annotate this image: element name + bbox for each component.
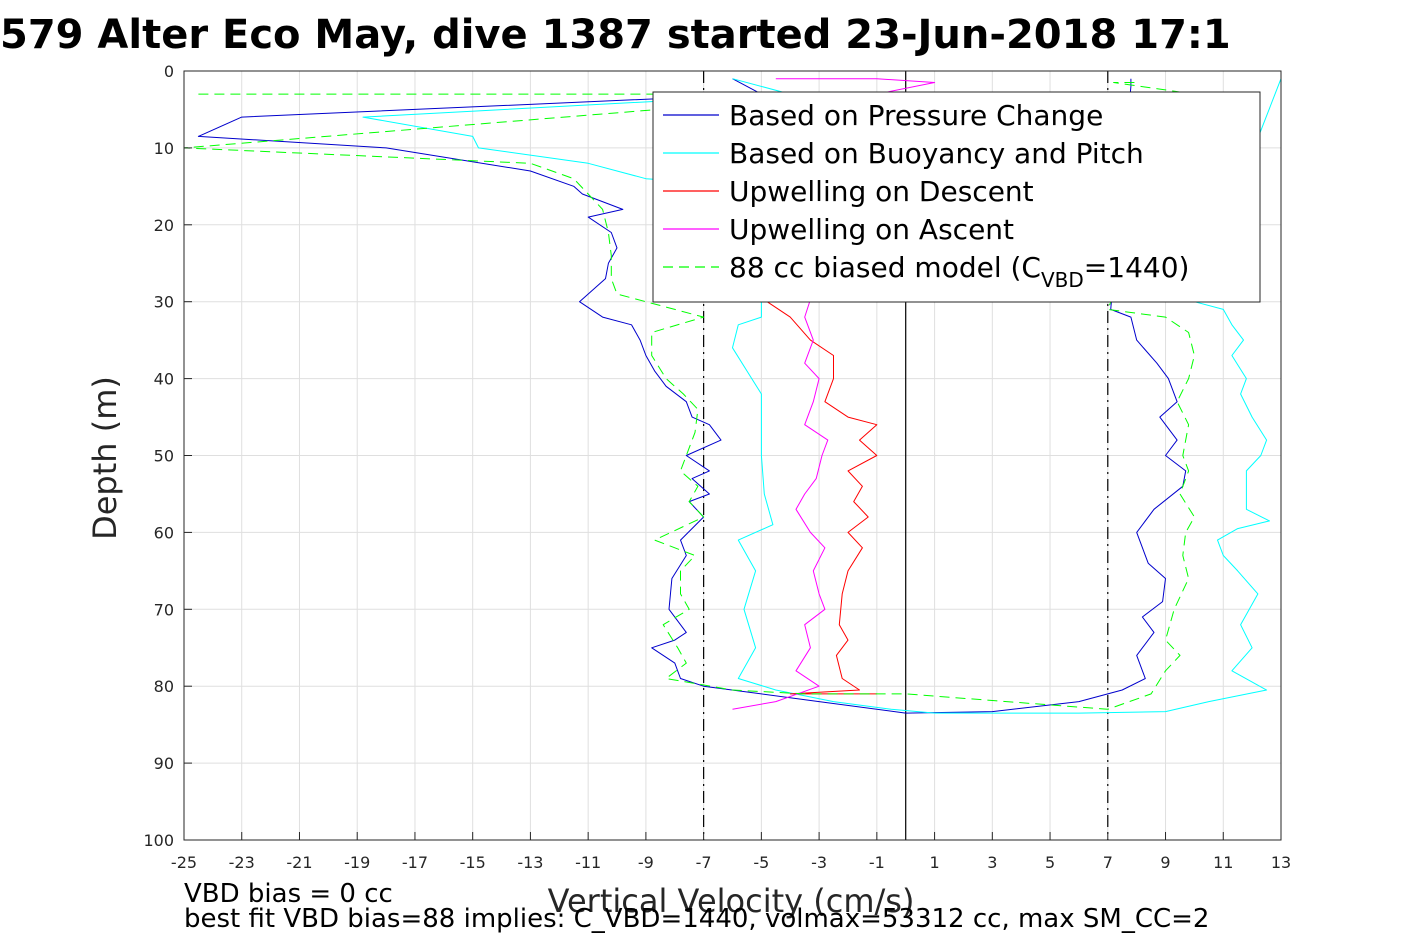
y-tick-label-10: 100 [143,831,174,850]
series-line-2 [732,135,878,695]
x-tick-label-2: -21 [286,853,312,872]
vbd-bias-note: VBD bias = 0 cc [184,879,393,909]
legend-entry-1: Based on Buoyancy and Pitch [729,137,1144,170]
legend-entry-3: Upwelling on Ascent [729,213,1014,246]
y-tick-label-8: 80 [154,677,174,696]
y-tick-label-1: 10 [154,139,174,158]
legend-entry-0: Based on Pressure Change [729,99,1103,132]
y-tick-label-9: 90 [154,754,174,773]
y-tick-label-0: 0 [164,62,174,81]
legend-entry-4: 88 cc biased model (CVBD=1440) [729,251,1189,292]
x-axis-label: Vertical Velocity (cm/s) [548,882,915,920]
x-tick-label-18: 11 [1213,853,1233,872]
y-tick-label-4: 40 [154,370,174,389]
y-tick-label-5: 50 [154,447,174,466]
x-tick-label-5: -15 [460,853,486,872]
series-line-4 [183,82,1195,710]
y-tick-label-3: 30 [154,293,174,312]
x-tick-label-1: -23 [229,853,255,872]
best-fit-note: best fit VBD bias=88 implies: C_VBD=1440… [184,904,1209,934]
legend: Based on Pressure Change Based on Buoyanc… [652,91,1261,303]
y-tick-label-2: 20 [154,216,174,235]
legend-entry-2: Upwelling on Descent [729,175,1034,208]
x-tick-label-11: -3 [811,853,827,872]
x-tick-label-3: -19 [344,853,370,872]
x-tick-label-15: 5 [1045,853,1055,872]
x-tick-label-0: -25 [171,853,197,872]
y-axis-label: Depth (m) [86,376,124,540]
axis-ticks: -25 -23 -21 -19 -17 -15 -13 -11 -9 -7 -5 -3 -1 1 3 5 7 9 1… [143,62,1291,872]
legend-box [652,91,1261,303]
x-tick-label-8: -9 [638,853,654,872]
x-tick-label-19: 13 [1271,853,1291,872]
chart-title: 579 Alter Eco May, dive 1387 started 23-… [0,12,1231,58]
y-tick-label-6: 60 [154,523,174,542]
series-line-0 [197,78,1187,714]
series-line-1 [362,78,1282,714]
x-tick-label-13: 1 [929,853,939,872]
x-tick-label-16: 7 [1103,853,1113,872]
x-tick-label-7: -11 [575,853,601,872]
x-tick-label-4: -17 [402,853,428,872]
x-tick-label-10: -5 [753,853,769,872]
x-tick-label-17: 9 [1160,853,1170,872]
x-tick-label-14: 3 [987,853,997,872]
series-line-3 [732,78,936,710]
x-tick-label-12: -1 [869,853,885,872]
x-tick-label-9: -7 [696,853,712,872]
x-tick-label-6: -13 [517,853,543,872]
y-tick-label-7: 70 [154,600,174,619]
series-lines [183,78,1282,714]
